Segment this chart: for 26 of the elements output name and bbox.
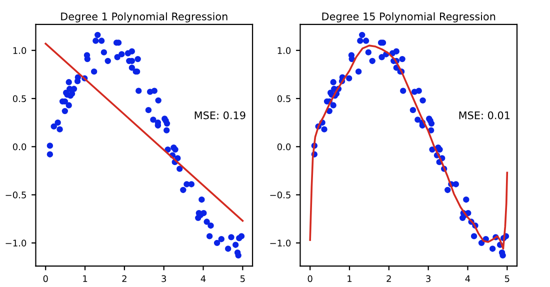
- chart-title: Degree 15 Polynomial Regression: [322, 12, 496, 22]
- y-tick-label: 0.5: [277, 95, 290, 102]
- x-tick-label: 2: [386, 275, 391, 282]
- x-tick-label: 2: [122, 275, 126, 282]
- y-tick-label: 1.0: [278, 47, 291, 54]
- x-tick-label: 0: [43, 275, 48, 282]
- y-tick-label: −0.5: [6, 192, 26, 198]
- x-tick-label: 3: [162, 275, 166, 282]
- y-tick-label: −1.0: [6, 240, 26, 246]
- y-tick-label: −0.5: [270, 192, 290, 198]
- y-tick-label: 1.0: [13, 47, 26, 54]
- x-tick-label: 1: [83, 275, 88, 282]
- annotation: MSE: 0.01: [459, 111, 510, 120]
- chart-title: Degree 1 Polynomial Regression: [61, 12, 228, 22]
- x-tick-label: 1: [348, 275, 352, 282]
- y-tick-label: 0.0: [277, 143, 291, 150]
- x-tick-label: 4: [200, 275, 206, 282]
- y-tick-label: −1.0: [270, 240, 291, 246]
- y-tick-label: 0.5: [12, 95, 26, 102]
- x-tick-label: 5: [504, 275, 510, 282]
- annotation: MSE: 0.19: [194, 111, 246, 120]
- x-tick-label: 4: [465, 275, 470, 282]
- y-tick-label: 0.0: [12, 143, 26, 150]
- x-tick-label: 3: [426, 275, 430, 282]
- x-tick-label: 0: [308, 275, 312, 282]
- x-tick-label: 5: [240, 275, 245, 282]
